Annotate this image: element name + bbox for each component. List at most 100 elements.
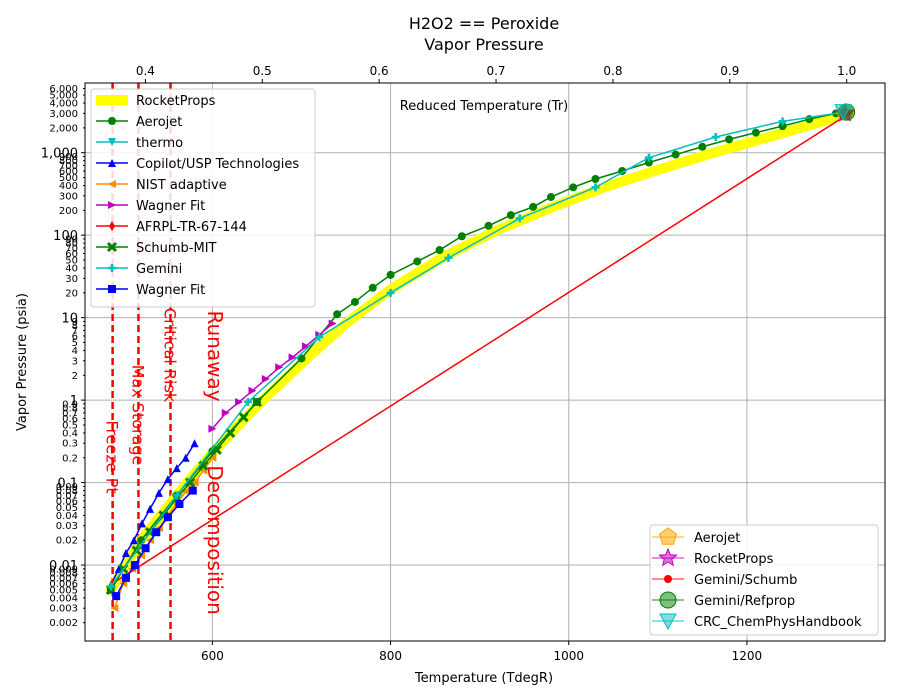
y-minor-tick-label: 600 [59, 166, 78, 177]
legend-entry: Wagner Fit [96, 199, 205, 214]
legend-label: RocketProps [136, 94, 216, 109]
y-minor-tick-label: 0.005 [49, 585, 78, 596]
y-minor-tick-label: 0.04 [56, 511, 78, 522]
y-minor-tick-label: 0.008 [49, 569, 78, 580]
data-point [121, 549, 130, 558]
data-point [698, 142, 707, 151]
top-tick-label: 0.7 [486, 64, 505, 78]
legend-marker [109, 221, 115, 231]
y-tick-label: 1,000 [41, 147, 78, 162]
data-point [546, 193, 555, 202]
data-point [163, 475, 172, 484]
data-point [386, 270, 395, 279]
data-point [244, 397, 253, 406]
data-point [591, 183, 600, 192]
series-line [110, 111, 846, 587]
legend-entry: Aerojet [652, 527, 740, 546]
y-minor-tick-label: 40 [65, 263, 78, 274]
legend-label: Wagner Fit [136, 283, 205, 298]
data-point [221, 408, 230, 417]
data-point [163, 513, 172, 522]
plot-frame [84, 82, 886, 642]
data-point [333, 310, 342, 319]
data-point [185, 477, 196, 488]
data-point [235, 397, 244, 406]
critical-point-marker [834, 104, 852, 121]
legend-label: Wagner Fit [136, 199, 205, 214]
y-minor-tick-label: 0.09 [56, 482, 78, 493]
legend-marker [108, 159, 116, 167]
y-minor-tick-label: 2 [72, 371, 78, 382]
data-point [368, 283, 377, 292]
top-tick-label: 1.0 [837, 64, 856, 78]
y-minor-tick-label: 0.07 [56, 491, 78, 502]
annotation-text: Decomposition [203, 465, 227, 615]
y-minor-tick-label: 5 [72, 338, 78, 349]
data-point [130, 561, 139, 570]
legend-entry: Gemini/Schumb [652, 573, 797, 588]
legend-label: Gemini [136, 262, 182, 277]
chart-subtitle: Vapor Pressure [424, 35, 543, 54]
y-minor-tick-label: 200 [59, 206, 78, 217]
y-minor-tick-label: 0.08 [56, 486, 78, 497]
series-nist-adaptive [110, 453, 217, 613]
legend-marker [108, 180, 116, 188]
legend-label: Aerojet [694, 531, 740, 546]
y-minor-tick-label: 0.06 [56, 496, 78, 507]
legend-marker [108, 201, 116, 209]
y-minor-tick-label: 70 [65, 243, 78, 254]
data-point [248, 386, 257, 395]
data-point [146, 504, 155, 513]
data-point [188, 486, 197, 495]
y-minor-tick-label: 0.3 [62, 439, 78, 450]
top-tick-label: 0.8 [603, 64, 622, 78]
legend-upper-left: RocketProps Aerojet thermo Copilot/USP Tech… [90, 88, 316, 308]
data-point [644, 158, 653, 167]
y-minor-tick-label: 0.02 [56, 536, 78, 547]
data-point [172, 491, 181, 500]
data-point [435, 246, 444, 255]
legend-box [649, 524, 879, 636]
data-point [190, 478, 199, 487]
legend-entry: Wagner Fit [96, 283, 205, 298]
y-minor-tick-label: 6 [72, 331, 78, 342]
x-axis-label: Temperature (TdegR) [414, 671, 553, 686]
legend-label: RocketProps [694, 552, 774, 567]
data-point [444, 253, 453, 262]
legend-label: Aerojet [136, 115, 182, 130]
data-point [671, 150, 680, 159]
y-minor-tick-label: 0.002 [49, 618, 78, 629]
data-point [328, 319, 337, 328]
data-point [208, 453, 217, 462]
legend-label: Gemini/Refprop [694, 594, 795, 609]
top-tick-label: 0.9 [720, 64, 739, 78]
data-point [181, 453, 190, 462]
y-minor-tick-label: 60 [65, 249, 78, 260]
series-line [211, 322, 334, 430]
legend-entry: Gemini [96, 262, 182, 277]
data-point [778, 122, 787, 131]
y-minor-tick-label: 0.6 [62, 414, 78, 425]
top-tick-label: 0.6 [370, 64, 389, 78]
data-point [154, 488, 163, 497]
y-minor-tick-label: 3 [72, 356, 78, 367]
y-minor-tick-label: 8 [72, 321, 78, 332]
y-minor-tick-label: 0.009 [49, 564, 78, 575]
series-wagner-fit [112, 486, 197, 601]
y-minor-tick-label: 4 [72, 346, 78, 357]
legend-label: Copilot/USP Technologies [136, 157, 299, 172]
annotations: Runaway Decomposition [203, 310, 227, 614]
data-point [121, 573, 130, 582]
x-tick-label: 600 [201, 649, 224, 663]
y-minor-tick-label: 5,000 [49, 91, 78, 102]
series-line [112, 112, 850, 584]
y-tick-label: 10 [61, 312, 78, 327]
y-minor-tick-label: 0.4 [62, 428, 78, 439]
y-minor-tick-label: 0.9 [62, 399, 78, 410]
data-point [175, 499, 184, 508]
legend-entry: thermo [96, 136, 183, 151]
y-minor-tick-label: 4,000 [49, 99, 78, 110]
legend-entry: CRC_ChemPhysHandbook [652, 613, 862, 631]
